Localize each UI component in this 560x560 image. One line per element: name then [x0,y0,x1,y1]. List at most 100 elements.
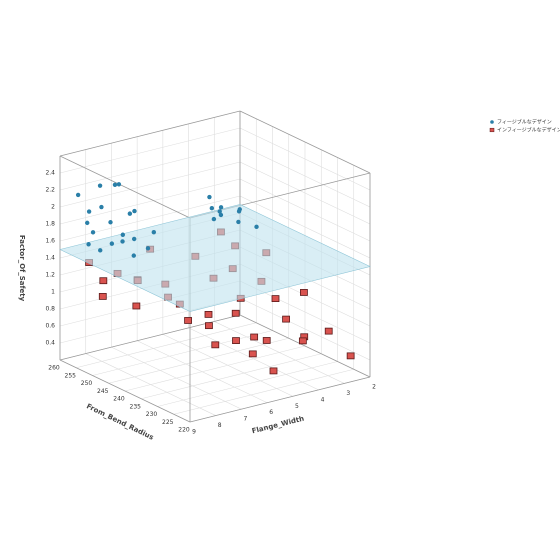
z-tick-label: 0.6 [45,323,55,330]
y-tick-label: 7 [244,416,248,423]
grid-line [141,353,322,400]
point [269,367,278,375]
x-tick-label: 220 [178,427,190,434]
box-edge [59,359,191,423]
point [300,289,308,296]
y-tick-label: 2 [372,384,376,391]
point [86,242,91,247]
box-edge [59,110,241,157]
box-edge [59,155,191,219]
point [109,241,115,246]
grid-line [59,144,241,191]
y-tick-label: 5 [295,403,299,410]
z-tick-label: 2 [51,204,55,211]
point [131,253,136,258]
y-tick-label: 6 [269,409,273,416]
x-tick-label: 230 [146,411,158,418]
point [85,220,90,226]
point [282,315,290,323]
point [254,224,259,230]
grid-line [108,337,289,384]
z-tick-label: 0.4 [45,340,55,347]
point [204,310,213,318]
box-edge [239,110,371,174]
point [218,205,224,210]
y-tick-label: 9 [192,429,196,436]
y-axis-title: Flange_Width [251,415,305,436]
x-tick-label: 260 [48,365,60,372]
point [127,211,133,216]
point [271,295,280,303]
x-axis-title: From_Bend_Radius [85,402,155,441]
point [248,350,257,358]
x-tick-label: 250 [81,380,93,387]
legend-text: インフィージブルなデザイン [497,127,560,134]
point [207,194,212,200]
point [86,209,92,214]
point [262,337,271,344]
y-tick-label: 3 [346,390,350,397]
x-tick-label: 235 [130,403,142,410]
x-tick-label: 255 [65,372,77,379]
grid-line [124,345,306,392]
point [346,352,355,360]
grid-line [59,161,241,208]
point [184,317,192,324]
x-tick-label: 245 [97,388,109,395]
z-tick-label: 1.4 [45,255,55,262]
point [98,293,107,300]
point [250,333,259,341]
point [90,230,96,235]
point [108,220,113,225]
box-edge [189,376,371,423]
point [131,236,137,242]
box-edge [59,314,241,361]
grid-line [59,178,241,225]
z-tick-label: 0.8 [45,306,55,313]
point [324,327,333,335]
legend-marker [490,120,494,124]
point [217,209,222,214]
point [211,341,220,349]
point [99,204,104,210]
point [116,182,122,187]
point [209,206,215,211]
legend-text: フィージブルなデザイン [497,119,552,126]
point [218,212,224,218]
x-tick-label: 225 [162,419,174,426]
x-tick-label: 240 [113,396,125,403]
y-tick-label: 4 [321,396,325,403]
z-tick-label: 1 [51,289,55,296]
grid-line [59,195,241,242]
grid-line [76,322,257,369]
z-tick-label: 2.4 [45,170,55,177]
point [231,309,240,317]
box-edge [239,314,371,378]
point [298,337,307,345]
point [151,230,157,235]
point [232,337,240,345]
point [120,232,126,237]
z-tick-label: 1.6 [45,238,55,245]
point [75,192,81,198]
z-tick-label: 1.2 [45,272,55,279]
point [112,182,118,187]
point [97,183,103,188]
point [211,216,217,222]
point [132,302,141,310]
point [205,322,213,330]
y-tick-label: 8 [218,422,222,429]
grid-line [92,330,273,376]
point [236,219,241,225]
z-axis-title: Factor_Of_Safety [18,235,26,302]
point [99,277,108,285]
point [98,248,103,253]
point [120,239,125,244]
z-tick-label: 1.8 [45,221,55,228]
threshold-plane [59,204,371,312]
legend-marker [489,127,495,133]
point [132,208,137,214]
z-tick-label: 2.2 [45,187,55,194]
grid-line [157,361,338,407]
